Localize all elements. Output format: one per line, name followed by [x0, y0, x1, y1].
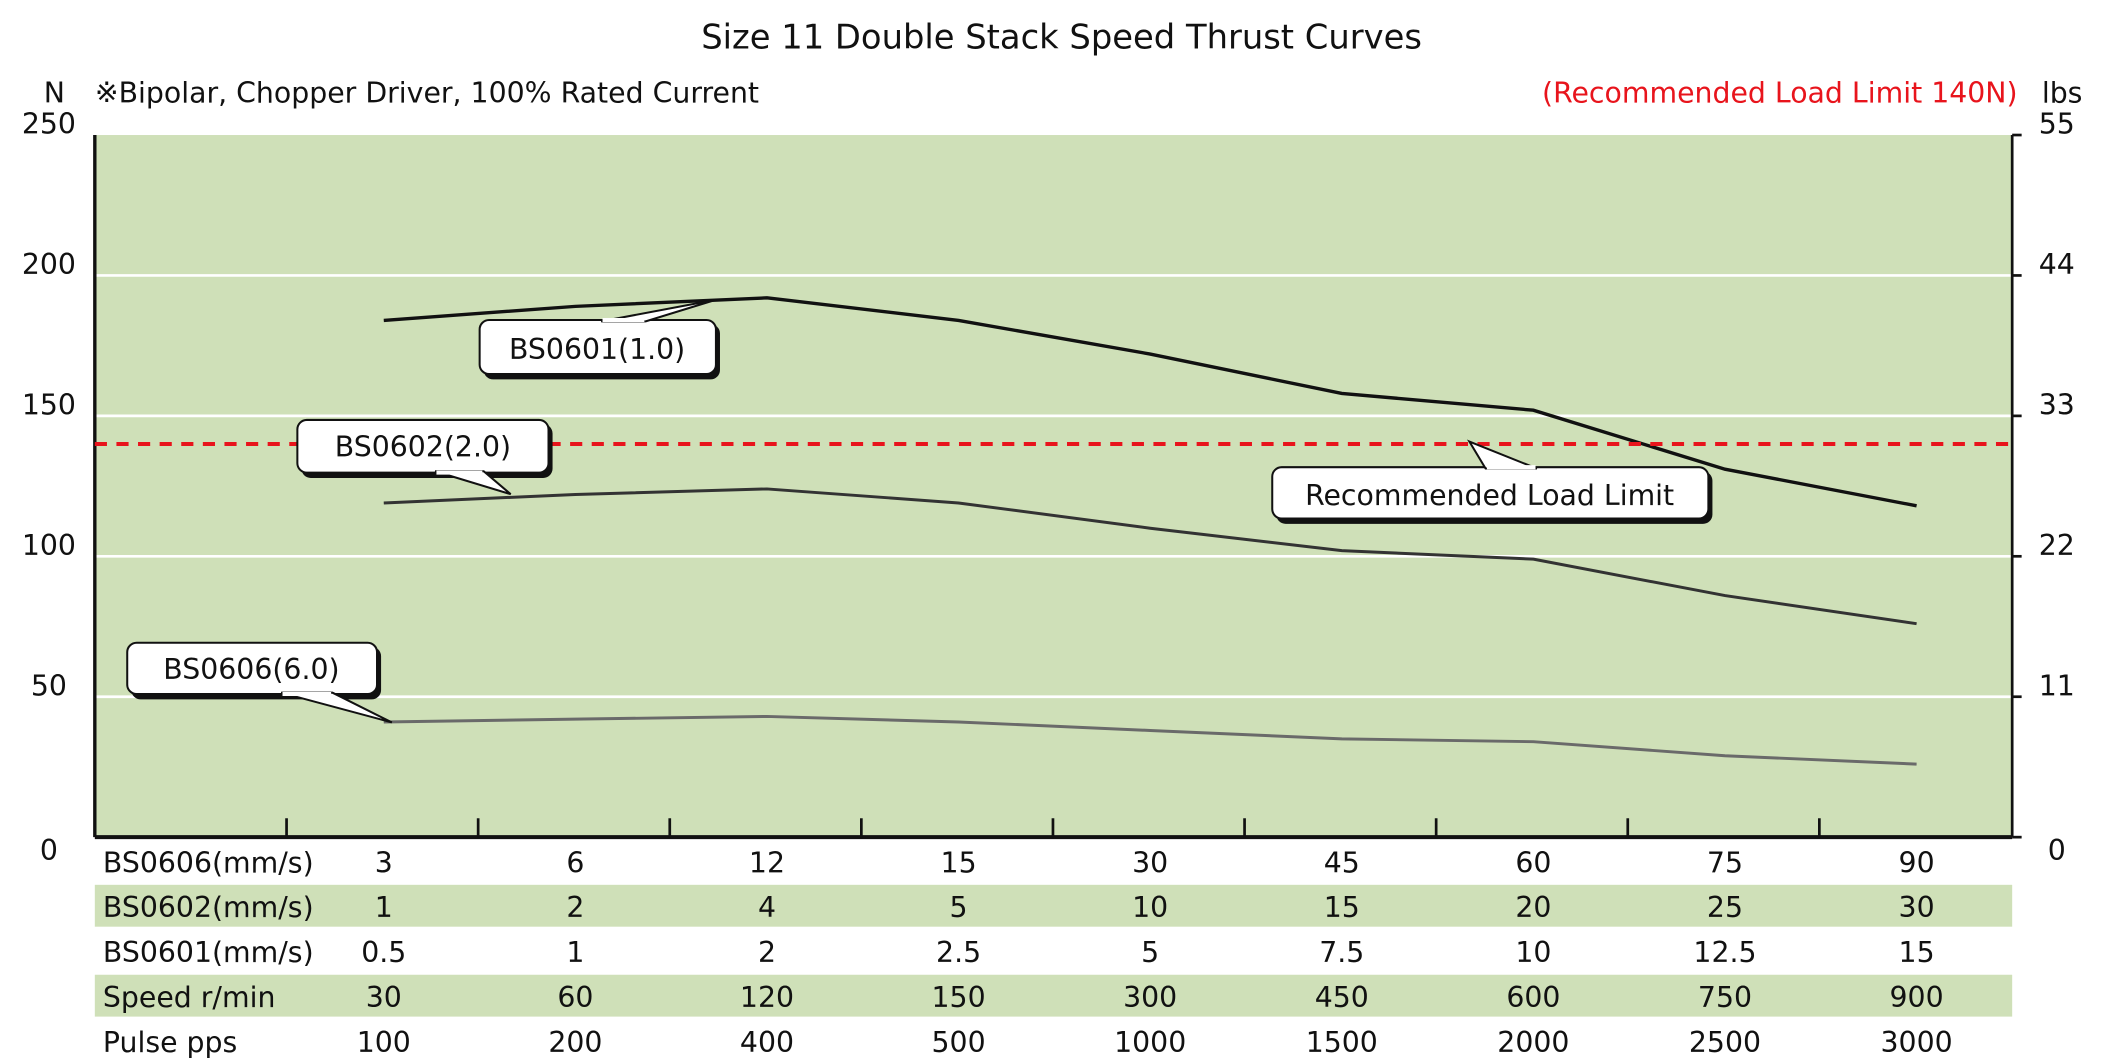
y-tick-label-right: 0: [2048, 834, 2066, 867]
plot-area: [94, 135, 2013, 838]
table-cell: 5: [1141, 936, 1159, 969]
table-row-label: BS0602(mm/s): [103, 891, 314, 924]
y-tick-label-right: 33: [2039, 389, 2075, 422]
table-row-label: BS0601(mm/s): [103, 936, 314, 969]
table-cell: 12.5: [1693, 936, 1756, 969]
table-cell: 450: [1315, 981, 1369, 1014]
table-cell: 120: [740, 981, 794, 1014]
y-tick-label-right: 11: [2039, 669, 2075, 702]
y-tick-label-right: 55: [2039, 108, 2075, 141]
callout-bs0601: BS0601(1.0): [478, 298, 720, 380]
table-cell: 200: [548, 1026, 602, 1059]
table-cell: 2: [758, 936, 776, 969]
y-tick-label-right: 44: [2039, 248, 2075, 281]
table-cell: 15: [941, 846, 977, 879]
table-cell: 6: [566, 846, 584, 879]
table-cell: 500: [932, 1026, 986, 1059]
table-cell: 1500: [1306, 1026, 1378, 1059]
y-tick-label-left: 150: [22, 389, 76, 422]
table-cell: 90: [1899, 846, 1935, 879]
table-cell: 25: [1707, 891, 1743, 924]
y-tick-label-right: 22: [2039, 529, 2075, 562]
callout-load-limit: Recommended Load Limit: [1271, 439, 1713, 524]
table-cell: 10: [1515, 936, 1551, 969]
callout-label: Recommended Load Limit: [1305, 479, 1674, 512]
table-cell: 0.5: [361, 936, 406, 969]
table-cell: 900: [1890, 981, 1944, 1014]
table-cell: 300: [1123, 981, 1177, 1014]
left-axis-unit: N: [44, 77, 65, 110]
table-cell: 30: [366, 981, 402, 1014]
table-cell: 750: [1698, 981, 1752, 1014]
table-row-label: Pulse pps: [103, 1026, 237, 1059]
right-axis-unit: lbs: [2042, 77, 2083, 110]
callout-bs0602: BS0602(2.0): [296, 418, 553, 496]
table-cell: 4: [758, 891, 776, 924]
table-cell: 2.5: [936, 936, 981, 969]
table-cell: 20: [1515, 891, 1551, 924]
table-cell: 45: [1324, 846, 1360, 879]
table-row-band: [94, 974, 2013, 1017]
table-cell: 30: [1132, 846, 1168, 879]
table-cell: 5: [950, 891, 968, 924]
y-tick-label-left: 100: [22, 529, 76, 562]
chart-title: Size 11 Double Stack Speed Thrust Curves: [701, 18, 1422, 57]
table-cell: 10: [1132, 891, 1168, 924]
table-cell: 150: [932, 981, 986, 1014]
callout-label: BS0601(1.0): [509, 333, 685, 366]
callout-label: BS0602(2.0): [335, 430, 511, 463]
table-cell: 30: [1899, 891, 1935, 924]
table-cell: 600: [1506, 981, 1560, 1014]
y-tick-label-left: 200: [22, 248, 76, 281]
table-cell: 15: [1899, 936, 1935, 969]
table-cell: 60: [1515, 846, 1551, 879]
table-cell: 2500: [1689, 1026, 1761, 1059]
table-cell: 12: [749, 846, 785, 879]
table-cell: 1: [375, 891, 393, 924]
table-cell: 3: [375, 846, 393, 879]
table-cell: 2000: [1497, 1026, 1569, 1059]
callout-label: BS0606(6.0): [163, 653, 339, 686]
table-cell: 7.5: [1319, 936, 1364, 969]
table-cell: 100: [357, 1026, 411, 1059]
load-limit-note: (Recommended Load Limit 140N): [1542, 77, 2018, 110]
callout-bs0606: BS0606(6.0): [126, 641, 393, 724]
table-cell: 60: [557, 981, 593, 1014]
chart-subtitle: ※Bipolar, Chopper Driver, 100% Rated Cur…: [95, 77, 759, 110]
table-cell: 2: [566, 891, 584, 924]
table-row-label: Speed r/min: [103, 981, 276, 1014]
table-cell: 75: [1707, 846, 1743, 879]
table-cell: 15: [1324, 891, 1360, 924]
table-cell: 3000: [1881, 1026, 1953, 1059]
y-tick-label-left: 0: [40, 834, 58, 867]
table-cell: 1000: [1114, 1026, 1186, 1059]
table-row-label: BS0606(mm/s): [103, 846, 314, 879]
y-tick-label-left: 50: [31, 669, 67, 702]
table-cell: 1: [566, 936, 584, 969]
y-tick-label-left: 250: [22, 108, 76, 141]
table-cell: 400: [740, 1026, 794, 1059]
table-row-band: [94, 884, 2013, 927]
